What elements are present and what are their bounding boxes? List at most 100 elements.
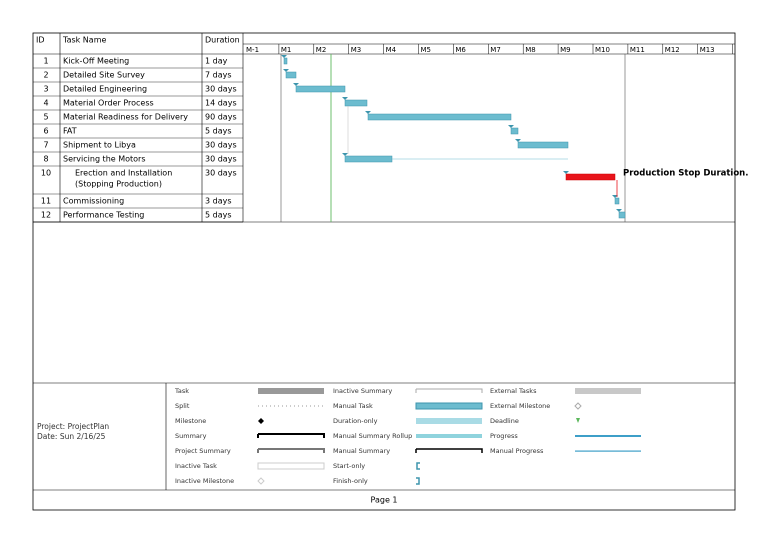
legend-label: Milestone [175,417,206,425]
task-id: 8 [43,155,48,164]
project-date: Date: Sun 2/16/25 [37,432,106,441]
task-duration: 30 days [205,155,237,164]
legend-label: Task [174,387,189,395]
task-duration: 30 days [205,141,237,150]
legend-symbol [574,402,582,410]
task-name: Commissioning [63,197,124,206]
timescale-label: M7 [490,46,501,54]
task-name: Performance Testing [63,211,144,220]
task-id: 4 [43,99,48,108]
task-duration: 3 days [205,197,232,206]
task-start-marker [508,125,514,128]
legend-label: Manual Summary Rollup [333,432,412,440]
timescale-label: M-1 [246,46,259,54]
task-start-marker [612,195,618,198]
task-name: (Stopping Production) [75,180,162,189]
task-name: Detailed Engineering [63,85,147,94]
legend-label: External Milestone [490,402,550,410]
legend-symbol [416,477,420,485]
task-duration: 90 days [205,113,237,122]
timescale-label: M5 [421,46,432,54]
legend-symbol [415,448,483,453]
timescale-label: M2 [316,46,327,54]
legend-symbol [416,434,482,438]
task-bar [344,155,393,163]
annotation: Production Stop Duration. [623,169,748,179]
legend-label: Inactive Milestone [175,477,234,485]
legend-label: Manual Task [333,402,373,410]
task-bar [510,127,519,135]
task-start-marker [515,139,521,142]
timescale-label: M1 [281,46,292,54]
task-name: Shipment to Libya [63,141,136,150]
project-name: Project: ProjectPlan [37,422,109,431]
task-bar [344,99,368,107]
task-name: Material Readiness for Delivery [63,113,188,122]
task-duration: 5 days [205,127,232,136]
task-duration: 30 days [205,169,237,178]
legend-symbol [576,418,580,423]
task-id: 7 [43,141,48,150]
legend-label: Split [175,402,190,410]
timescale-label: M12 [665,46,680,54]
task-duration: 14 days [205,99,237,108]
legend-label: Manual Summary [333,447,390,455]
header-task-name: Task Name [62,36,106,45]
header-id: ID [36,36,45,45]
task-name: Material Order Process [63,99,154,108]
task-bar [614,197,620,205]
task-id: 10 [41,169,51,178]
legend-symbol [416,418,482,424]
legend-label: Finish-only [333,477,368,485]
legend-label: Inactive Summary [333,387,392,395]
legend-label: Start-only [333,462,365,470]
task-name: Kick-Off Meeting [63,57,129,66]
timescale-label: M8 [525,46,536,54]
task-id: 1 [43,57,48,66]
timescale-label: M3 [351,46,362,54]
task-start-marker [281,55,287,58]
timescale-label: M11 [630,46,645,54]
legend-label: Manual Progress [490,447,544,455]
task-id: 3 [43,85,48,94]
legend-symbol [258,388,324,394]
task-bar [517,141,569,149]
task-id: 12 [41,211,51,220]
legend-label: Summary [175,432,207,440]
task-start-marker [365,111,371,114]
task-bar [285,71,297,79]
page-frame [32,32,736,511]
page-number: Page 1 [371,496,398,505]
legend-symbol [415,402,483,410]
legend-label: Inactive Task [175,462,217,470]
task-bar [283,57,288,65]
header-duration: Duration [205,36,240,45]
task-duration: 5 days [205,211,232,220]
task-duration: 1 day [205,57,228,66]
task-bar [367,113,512,121]
timescale-label: M10 [595,46,610,54]
legend-label: Project Summary [175,447,231,455]
task-duration: 7 days [205,71,232,80]
legend-symbol [575,435,641,437]
task-start-marker [342,97,348,100]
task-id: 2 [43,71,48,80]
legend-symbol [575,450,641,452]
legend-symbol [257,462,325,470]
task-id: 6 [43,127,48,136]
task-start-marker [293,83,299,86]
task-start-marker [616,209,622,212]
task-start-marker [283,69,289,72]
legend-label: Progress [490,432,518,440]
task-bar [295,85,346,93]
timescale-label: M9 [560,46,571,54]
task-name: Detailed Site Survey [63,71,145,80]
legend-symbol [257,448,325,453]
legend-symbol [416,462,420,470]
task-id: 5 [43,113,48,122]
legend-label: Duration-only [333,417,378,425]
task-id: 11 [41,197,51,206]
timescale-label: M4 [386,46,397,54]
legend-label: External Tasks [490,387,537,395]
legend-label: Deadline [490,417,519,425]
